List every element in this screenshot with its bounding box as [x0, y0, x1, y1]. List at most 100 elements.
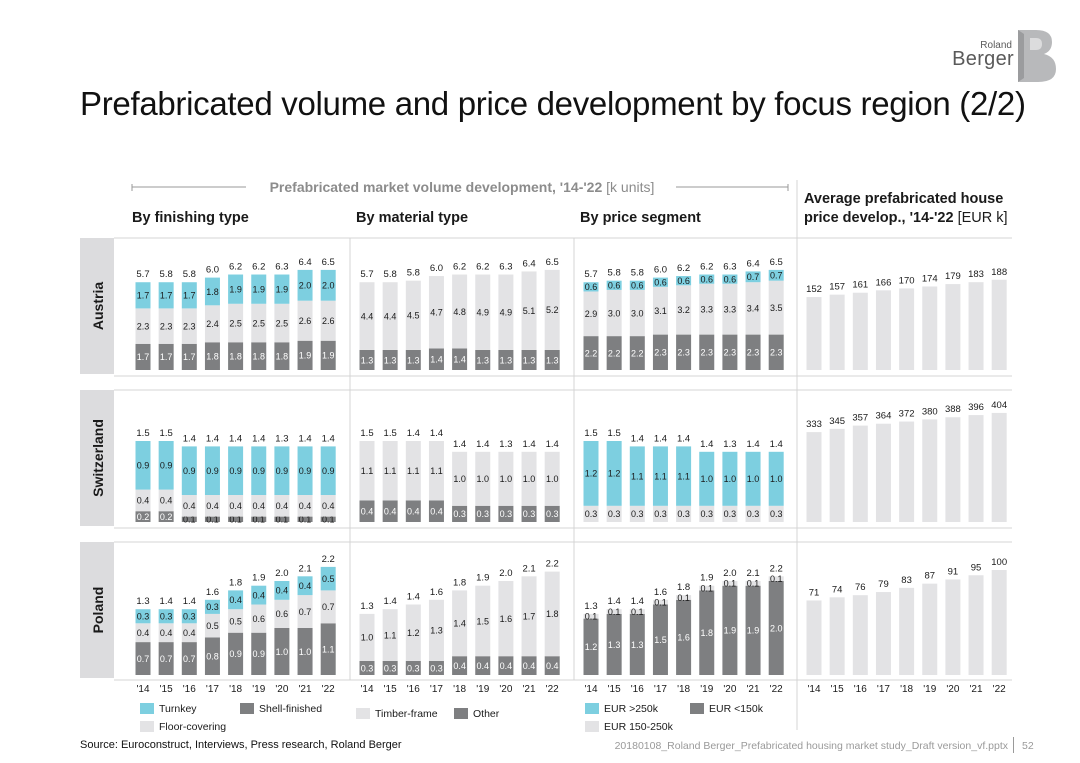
price-bar-label: 76: [855, 582, 866, 593]
bar-segment: [606, 609, 622, 614]
bar-segment: [320, 623, 336, 675]
legend-swatch: [240, 703, 254, 714]
bar-segment-label: 1.6: [500, 614, 513, 624]
legend-swatch: [585, 703, 599, 714]
price-bar: [922, 286, 938, 370]
bar-segment-label: 0.3: [724, 509, 737, 519]
price-bar: [852, 425, 868, 522]
bar-segment: [583, 282, 599, 292]
bar-segment: [359, 441, 375, 501]
bar-total-label: 6.2: [700, 262, 713, 273]
price-bar: [945, 417, 961, 522]
bar-segment: [676, 595, 692, 600]
bar-segment: [320, 590, 336, 624]
bar-segment: [405, 349, 421, 370]
bar-total-label: 5.7: [360, 269, 373, 280]
region-tab-0: [80, 238, 114, 374]
bar-segment: [652, 446, 668, 506]
page-title: Prefabricated volume and price developme…: [80, 85, 1026, 122]
bar-segment-label: 0.4: [476, 661, 489, 671]
bar-total-label: 2.0: [499, 568, 512, 579]
bar-segment-label: 0.1: [724, 579, 737, 589]
bar-segment-label: 0.7: [160, 654, 173, 664]
region-tab-2: [80, 542, 114, 678]
bar-segment-label: 0.3: [608, 509, 621, 519]
year-tick-label: '21: [747, 684, 760, 695]
bar-segment-label: 1.3: [500, 355, 513, 365]
legend-swatch: [140, 721, 154, 732]
bar-total-label: 1.9: [476, 573, 489, 584]
price-bar: [829, 597, 845, 675]
bar-segment-label: 0.6: [585, 282, 598, 292]
bar-segment: [297, 300, 313, 341]
bar-segment: [583, 441, 599, 506]
bar-total-label: 6.3: [723, 262, 736, 273]
bar-segment-label: 2.2: [631, 348, 644, 358]
bar-total-label: 1.6: [206, 587, 219, 598]
bar-segment: [251, 303, 267, 343]
bar-segment: [652, 334, 668, 370]
bar-segment-label: 0.4: [137, 628, 150, 638]
bar-segment: [158, 642, 174, 675]
bar-segment-label: 0.7: [137, 654, 150, 664]
page-number: 52: [1022, 740, 1034, 752]
bar-segment: [228, 609, 244, 633]
bar-segment: [320, 495, 336, 517]
year-tick-label: '21: [523, 684, 536, 695]
price-bar-label: 183: [968, 269, 984, 280]
price-bar: [968, 282, 984, 370]
bar-segment: [251, 446, 267, 495]
bar-segment: [498, 451, 514, 506]
bar-segment-label: 1.0: [500, 474, 513, 484]
bar-segment: [228, 495, 244, 517]
bar-total-label: 1.5: [136, 428, 149, 439]
bar-segment: [181, 623, 197, 643]
year-tick-label: '20: [499, 684, 512, 695]
price-bar-label: 174: [922, 273, 938, 284]
bar-segment-label: 0.4: [523, 661, 536, 671]
bar-segment-label: 0.3: [523, 509, 536, 519]
bar-segment-label: 0.3: [160, 612, 173, 622]
bar-segment-label: 0.6: [276, 609, 289, 619]
price-bar: [991, 570, 1007, 675]
legend-swatch: [356, 708, 370, 719]
bar-segment-label: 4.9: [500, 308, 513, 318]
bar-segment: [274, 303, 290, 343]
legend-label: Floor-covering: [159, 721, 226, 733]
legend-label: EUR <150k: [709, 703, 764, 715]
bar-segment: [583, 336, 599, 370]
bar-segment-label: 5.1: [523, 306, 536, 316]
bar-segment: [428, 660, 444, 675]
bar-segment: [475, 274, 491, 350]
bar-segment-label: 0.3: [361, 663, 374, 673]
bar-segment: [181, 446, 197, 495]
bar-segment: [544, 571, 560, 657]
bar-segment: [722, 581, 738, 586]
bar-segment: [676, 505, 692, 522]
price-bar-label: 83: [901, 575, 912, 586]
bar-segment-label: 0.6: [700, 274, 713, 284]
price-bar: [991, 412, 1007, 522]
year-tick-label: '22: [322, 684, 335, 695]
bar-segment-label: 4.4: [384, 311, 397, 321]
bar-segment-label: 2.3: [677, 348, 690, 358]
logo-b-mark-icon: [1018, 30, 1056, 82]
bar-segment: [297, 576, 313, 596]
bar-segment: [745, 282, 761, 335]
bar-segment-label: 0.4: [546, 661, 559, 671]
bar-segment-label: 0.1: [252, 515, 265, 525]
bar-segment-label: 0.3: [384, 663, 397, 673]
year-tick-label: '20: [723, 684, 736, 695]
bar-segment: [135, 642, 151, 675]
price-bar: [922, 419, 938, 522]
bar-segment: [521, 271, 537, 350]
bar-segment: [251, 632, 267, 675]
bar-total-label: 6.3: [499, 262, 512, 273]
bar-total-label: 5.7: [584, 269, 597, 280]
price-bar: [829, 428, 845, 522]
bar-segment-label: 1.9: [229, 284, 242, 294]
bar-total-label: 1.4: [546, 439, 559, 450]
bar-segment: [297, 516, 313, 522]
bar-total-label: 2.1: [298, 563, 311, 574]
bar-total-label: 5.8: [183, 269, 196, 280]
